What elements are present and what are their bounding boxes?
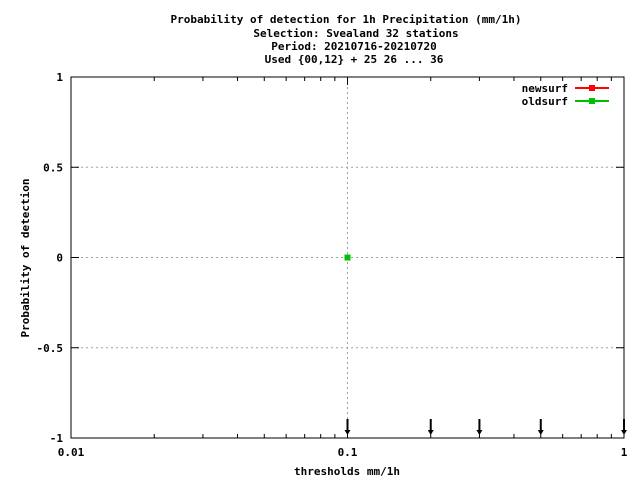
threshold-marker-head	[621, 430, 627, 435]
title-line-2: Selection: Svealand 32 stations	[253, 27, 458, 40]
title-line-3: Period: 20210716-20210720	[271, 40, 437, 53]
x-tick-label: 0.01	[58, 446, 85, 459]
threshold-marker-head	[427, 430, 434, 435]
y-tick-label: -1	[50, 432, 64, 445]
title-line-1: Probability of detection for 1h Precipit…	[171, 13, 522, 26]
threshold-markers	[344, 419, 627, 435]
y-tick-label: -0.5	[37, 342, 64, 355]
data-point-oldsurf	[344, 254, 351, 261]
plot-frame	[70, 76, 625, 439]
x-tick-label: 1	[621, 446, 628, 459]
x-tick-label: 0.1	[338, 446, 358, 459]
y-tick-label: 1	[56, 71, 63, 84]
y-axis-label: Probability of detection	[19, 179, 32, 338]
chart-title: Probability of detection for 1h Precipit…	[171, 13, 522, 66]
y-tick-label: 0.5	[43, 161, 63, 174]
x-tick-labels: 0.01 0.1 1	[58, 446, 628, 459]
threshold-marker-head	[537, 430, 544, 435]
title-line-4: Used {00,12} + 25 26 ... 36	[265, 53, 444, 66]
threshold-marker-head	[476, 430, 483, 435]
y-tick-labels: 1 0.5 0 -0.5 -1	[37, 71, 64, 445]
x-axis-label: thresholds mm/1h	[294, 465, 400, 478]
y-tick-label: 0	[56, 252, 63, 265]
threshold-marker-head	[344, 430, 351, 435]
legend-label-newsurf: newsurf	[522, 82, 568, 95]
legend-marker-oldsurf	[589, 98, 595, 104]
legend-marker-newsurf	[589, 85, 595, 91]
data-points	[344, 254, 351, 261]
legend-label-oldsurf: oldsurf	[522, 95, 568, 108]
